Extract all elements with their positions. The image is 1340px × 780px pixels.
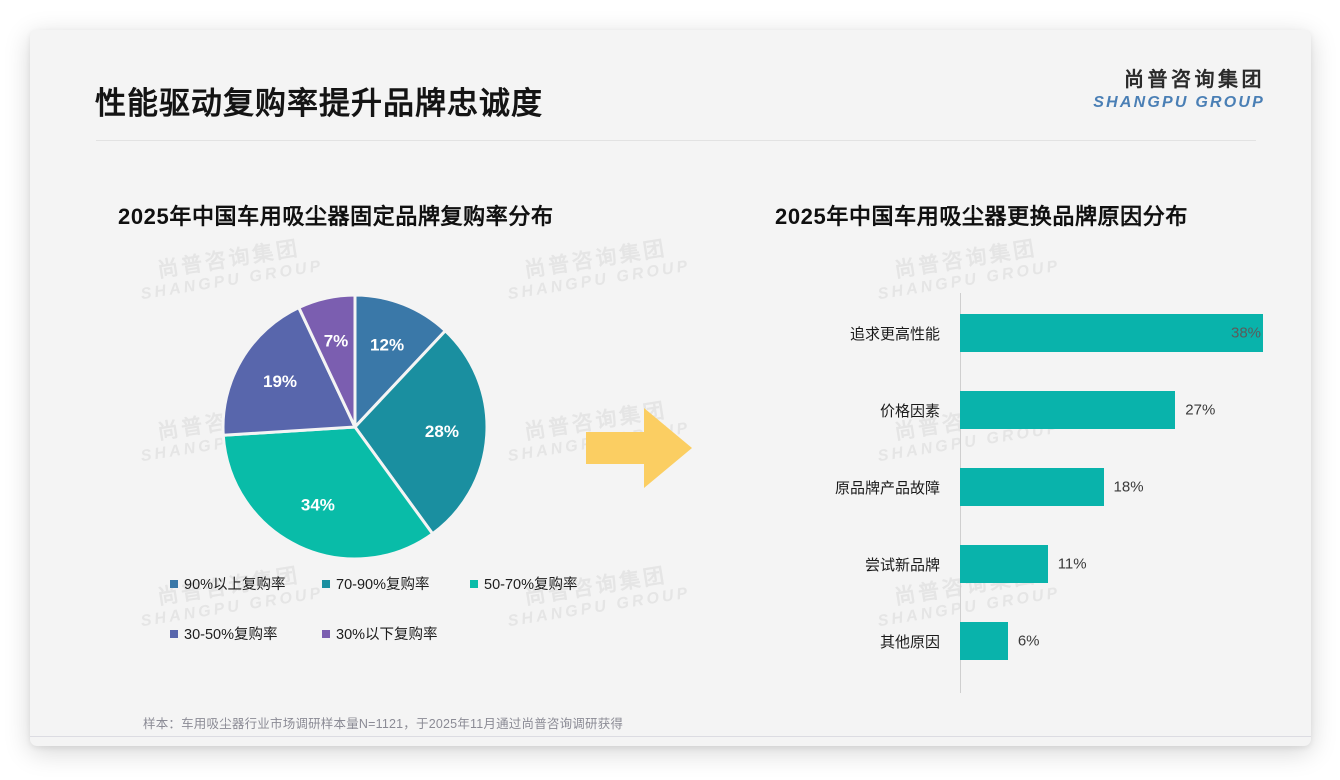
legend-label: 50-70%复购率 [484,577,578,593]
logo-text-en: SHANGPU GROUP [1093,94,1265,111]
pie-slice [221,305,358,437]
bar-track: 27% [952,391,1290,429]
bar-row[interactable]: 追求更高性能 38% [730,314,1290,352]
pie-slice [353,293,448,431]
bar-category-label: 尝试新品牌 [864,556,940,574]
bar-row[interactable]: 尝试新品牌 11% [730,545,1290,583]
pie-legend-item[interactable]: 70-90%复购率 [322,573,470,594]
bar-value-label: 6% [1017,632,1040,650]
switch-reason-bar-chart: 追求更高性能 38% 价格因素 27% 原品牌产品故障 18% 尝试新品牌 11% 其他原因 6% [730,285,1290,695]
bar-category-label: 原品牌产品故障 [834,479,940,497]
bar-track: 6% [952,622,1290,660]
company-logo: 尚普咨询集团 SHANGPU GROUP [1093,68,1265,113]
legend-swatch [322,579,330,588]
bar-category-label: 追求更高性能 [849,325,940,343]
page-title: 性能驱动复购率提升品牌忠诚度 [95,86,543,121]
legend-swatch [322,629,330,638]
bar-track: 18% [952,468,1290,506]
right-arrow-icon [586,408,692,488]
right-chart-title: 2025年中国车用吸尘器更换品牌原因分布 [775,204,1188,229]
bar-fill [960,314,1263,352]
slide-canvas: 尚普咨询集团 SHANGPU GROUP 尚普咨询集团 SHANGPU GROUP … [30,30,1311,746]
pie-slice-label: 34% [301,495,335,514]
pie-slice [353,328,489,536]
pie-slice-label: 28% [425,422,459,441]
bar-row[interactable]: 原品牌产品故障 18% [730,468,1290,506]
flow-arrow-icon [586,402,694,499]
pie-slice [221,425,435,561]
pie-legend-item[interactable]: 50-70%复购率 [470,573,600,594]
bar-fill [960,545,1048,583]
bar-track: 11% [952,545,1290,583]
bar-fill [960,391,1176,429]
bar-category-label: 其他原因 [879,633,940,651]
footer-divider [30,736,1311,737]
repurchase-rate-pie-chart: 12% 28% 34% 19% 7% [220,292,490,562]
title-divider [96,140,1256,141]
pie-legend: 90%以上复购率 70-90%复购率 50-70%复购率 30-50%复购率 30%以下… [170,573,600,644]
pie-slice-label: 7% [324,331,349,350]
bar-row[interactable]: 其他原因 6% [730,622,1290,660]
pie-legend-item[interactable]: 30-50%复购率 [170,623,322,644]
left-chart-title: 2025年中国车用吸尘器固定品牌复购率分布 [118,204,554,229]
bar-row[interactable]: 价格因素 27% [730,391,1290,429]
bar-value-label: 18% [1113,478,1144,496]
bar-value-label: 11% [1057,555,1087,573]
bar-value-label: 38% [1231,324,1262,342]
bar-track: 38% [952,314,1290,352]
bar-fill [960,468,1104,506]
legend-label: 70-90%复购率 [336,577,430,593]
legend-label: 30%以下复购率 [336,627,438,643]
pie-legend-item[interactable]: 90%以上复购率 [170,573,322,594]
logo-text-cn: 尚普咨询集团 [1124,69,1265,91]
legend-swatch [470,579,478,588]
sample-note: 样本：车用吸尘器行业市场调研样本量N=1121，于2025年11月通过尚普咨询调… [143,717,624,731]
pie-svg: 12% 28% 34% 19% 7% [221,293,489,561]
legend-swatch [170,629,178,638]
pie-slice [296,293,357,428]
slide-header: 性能驱动复购率提升品牌忠诚度 尚普咨询集团 SHANGPU GROUP [30,30,1311,122]
pie-legend-item[interactable]: 30%以下复购率 [322,623,438,644]
bar-category-label: 价格因素 [879,402,940,420]
legend-label: 30-50%复购率 [184,627,278,643]
legend-label: 90%以上复购率 [184,577,286,593]
bar-fill [960,622,1008,660]
pie-slice-label: 12% [370,335,404,354]
pie-slice-label: 19% [263,372,297,391]
bar-value-label: 27% [1185,401,1216,419]
legend-swatch [170,579,178,588]
